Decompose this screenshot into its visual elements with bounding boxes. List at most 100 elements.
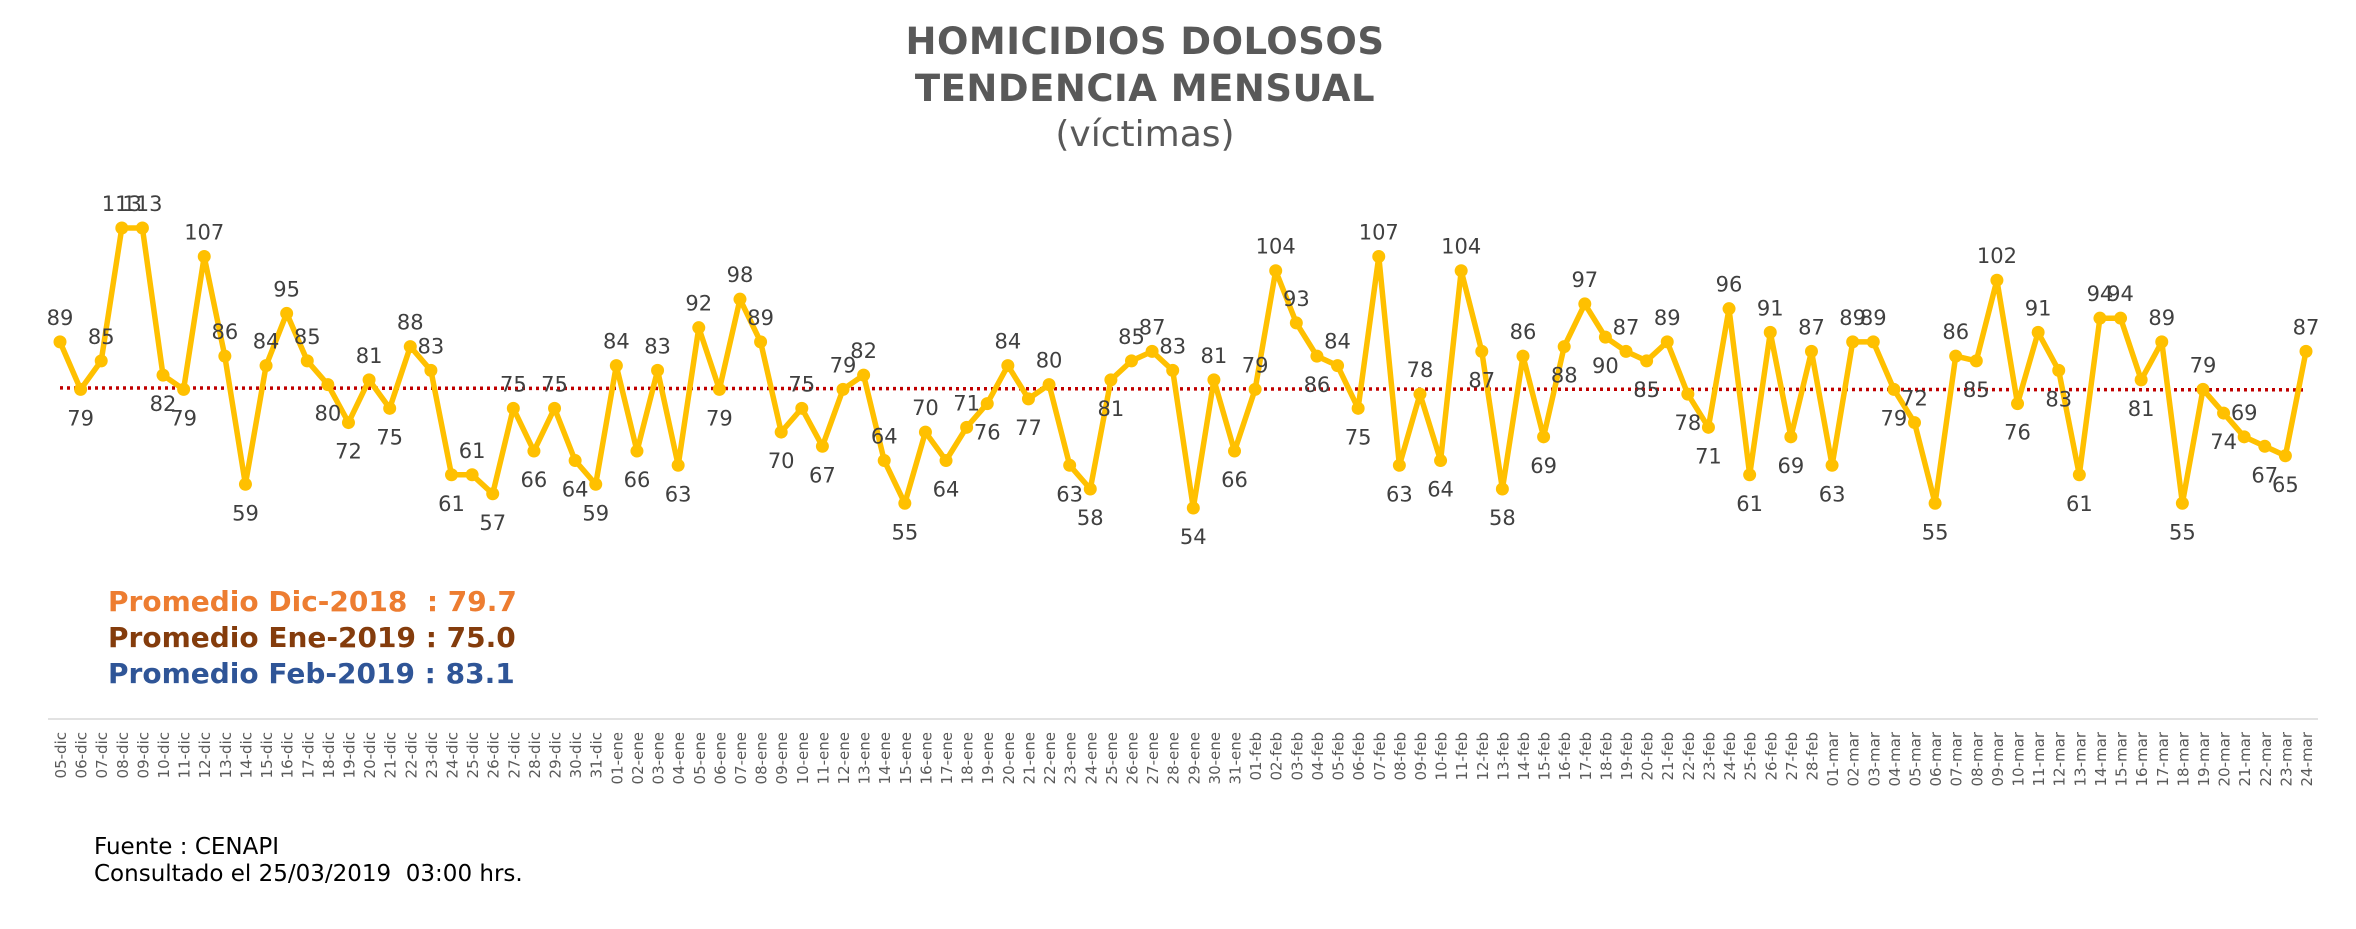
data-label: 54 xyxy=(1180,525,1207,549)
data-point xyxy=(857,368,871,382)
x-tick-label: 16-mar xyxy=(2133,731,2151,786)
data-label: 77 xyxy=(1015,416,1042,440)
x-tick-label: 05-mar xyxy=(1907,731,1925,786)
data-label: 67 xyxy=(809,463,836,487)
data-label: 85 xyxy=(88,325,115,349)
data-label: 79 xyxy=(170,406,197,430)
data-point xyxy=(1083,482,1097,496)
data-label: 88 xyxy=(1551,364,1578,388)
data-label: 69 xyxy=(2231,401,2258,425)
x-tick-label: 22-mar xyxy=(2257,731,2275,786)
data-point xyxy=(1124,354,1138,368)
data-point xyxy=(2278,449,2292,463)
data-label: 66 xyxy=(624,468,651,492)
data-point xyxy=(1969,354,1983,368)
data-point xyxy=(1310,349,1324,363)
data-label: 79 xyxy=(1881,406,1908,430)
x-tick-label: 07-ene xyxy=(732,732,750,784)
data-point xyxy=(2175,496,2189,510)
data-label: 82 xyxy=(150,392,177,416)
x-tick-label: 30-ene xyxy=(1206,732,1224,784)
data-label: 69 xyxy=(1530,454,1557,478)
x-tick-label: 25-feb xyxy=(1742,732,1760,781)
data-point xyxy=(568,454,582,468)
data-label: 78 xyxy=(1407,358,1434,382)
data-label: 82 xyxy=(850,339,877,363)
data-point xyxy=(445,468,459,482)
x-tick-label: 01-feb xyxy=(1247,732,1265,781)
x-tick-label: 23-ene xyxy=(1062,732,1080,784)
x-tick-label: 22-dic xyxy=(402,732,420,778)
x-tick-label: 23-dic xyxy=(423,732,441,778)
data-label: 81 xyxy=(1201,344,1228,368)
data-point xyxy=(218,349,232,363)
x-tick-label: 11-feb xyxy=(1453,732,1471,781)
x-tick-label: 07-feb xyxy=(1371,732,1389,781)
x-tick-label: 31-ene xyxy=(1227,732,1245,784)
data-point xyxy=(1186,501,1200,515)
data-point xyxy=(1907,416,1921,430)
data-label: 113 xyxy=(122,192,162,216)
data-label: 107 xyxy=(184,220,224,244)
x-tick-label: 11-mar xyxy=(2030,731,2048,786)
data-point xyxy=(918,425,932,439)
x-tick-label: 08-ene xyxy=(753,732,771,784)
data-point xyxy=(135,221,149,235)
data-label: 78 xyxy=(1674,411,1701,435)
data-point xyxy=(1640,354,1654,368)
average-ene-2019: Promedio Ene-2019 : 75.0 xyxy=(108,621,516,654)
data-point xyxy=(960,420,974,434)
data-label: 81 xyxy=(2128,397,2155,421)
data-point xyxy=(980,397,994,411)
x-tick-label: 08-dic xyxy=(114,732,132,778)
data-point xyxy=(1166,363,1180,377)
x-tick-label: 03-ene xyxy=(650,732,668,784)
data-point xyxy=(1434,454,1448,468)
data-label: 70 xyxy=(768,449,795,473)
x-tick-label: 10-feb xyxy=(1433,732,1451,781)
data-point xyxy=(1660,335,1674,349)
data-label: 65 xyxy=(2272,473,2299,497)
data-point xyxy=(527,444,541,458)
x-tick-label: 02-ene xyxy=(629,732,647,784)
data-point xyxy=(1269,264,1283,278)
x-tick-label: 11-ene xyxy=(814,732,832,784)
x-tick-label: 29-ene xyxy=(1185,732,1203,784)
data-point xyxy=(692,321,706,335)
data-point xyxy=(424,363,438,377)
x-tick-label: 06-ene xyxy=(711,732,729,784)
series-line xyxy=(57,225,2309,511)
data-label: 63 xyxy=(1386,482,1413,506)
data-point xyxy=(754,335,768,349)
data-label: 58 xyxy=(1077,506,1104,530)
x-tick-label: 23-mar xyxy=(2277,731,2295,786)
data-label: 96 xyxy=(1716,273,1743,297)
chart-title-line1: HOMICIDIOS DOLOSOS xyxy=(905,20,1385,63)
data-label: 95 xyxy=(273,277,300,301)
x-tick-label: 19-feb xyxy=(1618,732,1636,781)
data-point xyxy=(1866,335,1880,349)
x-tick-label: 06-dic xyxy=(73,732,91,778)
data-label: 61 xyxy=(1736,492,1763,516)
data-label: 104 xyxy=(1441,235,1481,259)
data-label: 57 xyxy=(479,511,506,535)
data-label: 63 xyxy=(1056,482,1083,506)
x-tick-label: 21-mar xyxy=(2236,731,2254,786)
data-point xyxy=(1681,387,1695,401)
x-tick-label: 17-feb xyxy=(1577,732,1595,781)
data-label: 86 xyxy=(1942,320,1969,344)
data-label: 93 xyxy=(1283,287,1310,311)
data-point xyxy=(1578,297,1592,311)
data-point xyxy=(2155,335,2169,349)
data-point xyxy=(1743,468,1757,482)
data-point xyxy=(795,401,809,415)
data-label: 66 xyxy=(1221,468,1248,492)
data-label: 64 xyxy=(871,425,898,449)
data-label: 91 xyxy=(1757,296,1784,320)
data-point xyxy=(1619,344,1633,358)
data-point xyxy=(836,382,850,396)
data-label: 63 xyxy=(1819,482,1846,506)
x-tick-label: 26-dic xyxy=(485,732,503,778)
data-point xyxy=(506,401,520,415)
trend-line xyxy=(59,386,2307,392)
